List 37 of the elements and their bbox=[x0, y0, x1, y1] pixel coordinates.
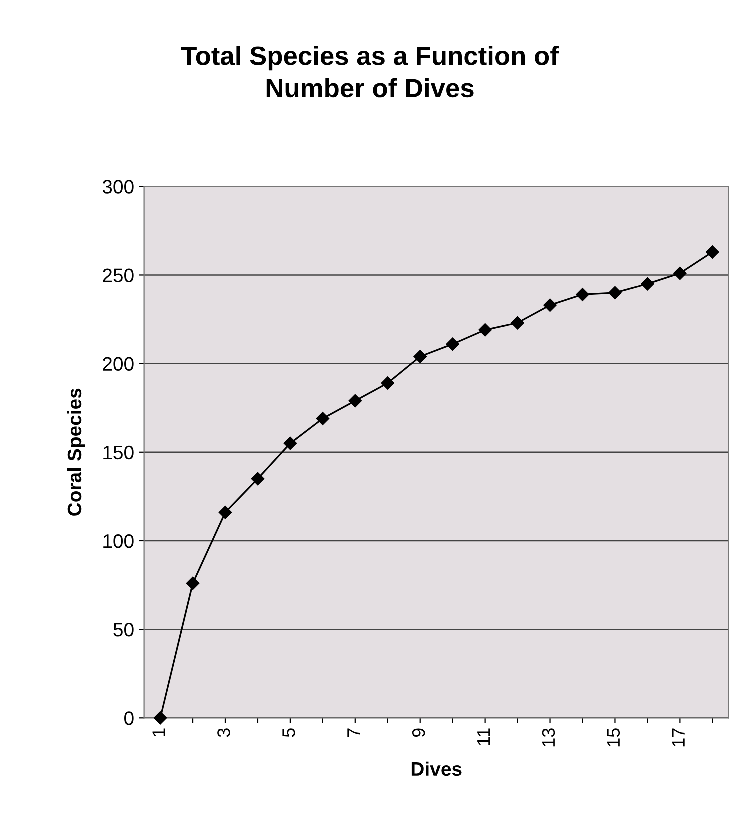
point bbox=[414, 350, 427, 364]
y-tick-label: 0 bbox=[124, 712, 134, 726]
point bbox=[154, 712, 168, 725]
point bbox=[544, 298, 557, 312]
x-tick-label: 7 bbox=[348, 728, 360, 737]
y-axis-title: Coral Species bbox=[67, 388, 86, 516]
point bbox=[446, 338, 460, 351]
y-tick-label: 200 bbox=[103, 357, 134, 372]
point bbox=[348, 394, 362, 408]
y-tick-label: 250 bbox=[103, 268, 134, 282]
x-tick-label: 1 bbox=[152, 728, 166, 737]
point bbox=[381, 376, 394, 390]
x-tick-label: 15 bbox=[607, 728, 620, 747]
x-tick-label: 3 bbox=[218, 728, 230, 738]
x-tick-label: 17 bbox=[672, 728, 685, 747]
y-tick-label: 150 bbox=[104, 446, 134, 460]
point bbox=[706, 246, 720, 259]
point bbox=[186, 576, 200, 590]
x-axis-title: Dives bbox=[412, 762, 462, 776]
point bbox=[576, 288, 590, 302]
point bbox=[251, 472, 265, 486]
point bbox=[608, 286, 622, 300]
point bbox=[511, 316, 524, 330]
y-tick-label: 300 bbox=[102, 180, 134, 194]
x-tick-label: 13 bbox=[542, 728, 556, 747]
x-tick-label: 9 bbox=[412, 728, 426, 738]
point bbox=[674, 266, 687, 280]
point bbox=[316, 412, 330, 426]
point bbox=[641, 278, 654, 291]
chart-title: Total Species as a Function of Number of Dives bbox=[181, 46, 559, 98]
point bbox=[218, 506, 232, 520]
point bbox=[284, 436, 298, 450]
y-tick-label: 50 bbox=[114, 623, 134, 637]
y-tick-label: 100 bbox=[104, 534, 134, 548]
x-tick-label: 5 bbox=[282, 728, 296, 738]
x-tick-label: 11 bbox=[478, 728, 490, 746]
point bbox=[478, 324, 492, 337]
